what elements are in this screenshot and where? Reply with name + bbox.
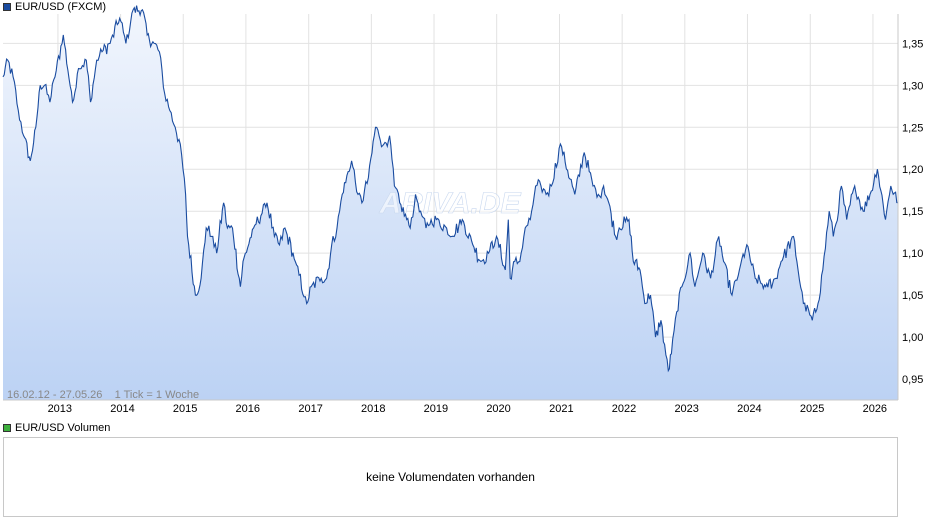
y-tick-label: 1,00: [902, 332, 923, 344]
x-tick-label: 2020: [486, 403, 510, 415]
x-tick-label: 2013: [48, 403, 72, 415]
price-chart[interactable]: ARIVA.DE 0,95 1,00 1,05 1,10 1,15 1,20 1,25 1,3…: [0, 0, 940, 420]
x-tick-label: 2014: [110, 403, 134, 415]
y-tick-label: 1,05: [902, 290, 923, 302]
volume-legend-label: EUR/USD Volumen: [15, 422, 111, 434]
x-tick-label: 2018: [361, 403, 385, 415]
x-tick-label: 2015: [173, 403, 197, 415]
volume-legend: EUR/USD Volumen: [3, 421, 110, 435]
volume-panel: keine Volumendaten vorhanden: [3, 437, 898, 517]
x-axis: 2013 2014 2015 2016 2017 2018 2019 2020 2021 2022…: [48, 403, 887, 415]
x-tick-label: 2016: [236, 403, 260, 415]
x-tick-label: 2024: [737, 403, 761, 415]
y-tick-label: 1,25: [902, 122, 923, 134]
volume-legend-swatch: [3, 424, 11, 432]
price-legend-swatch: [3, 3, 11, 11]
price-area: [3, 5, 898, 400]
x-tick-label: 2025: [800, 403, 824, 415]
y-tick-label: 1,35: [902, 38, 923, 50]
y-axis: 0,95 1,00 1,05 1,10 1,15 1,20 1,25 1,30 1,35: [902, 38, 923, 386]
price-legend-label: EUR/USD (FXCM): [15, 1, 107, 13]
y-tick-label: 1,10: [902, 248, 923, 260]
y-tick-label: 0,95: [902, 374, 923, 386]
x-tick-label: 2023: [674, 403, 698, 415]
x-tick-label: 2019: [424, 403, 448, 415]
price-legend: EUR/USD (FXCM): [3, 0, 106, 14]
y-tick-label: 1,15: [902, 206, 923, 218]
watermark-logo: ARIVA.DE: [378, 187, 521, 220]
x-tick-label: 2026: [863, 403, 887, 415]
y-tick-label: 1,20: [902, 164, 923, 176]
x-tick-label: 2022: [612, 403, 636, 415]
x-tick-label: 2021: [549, 403, 573, 415]
range-info: 16.02.12 - 27.05.26 1 Tick = 1 Woche: [7, 389, 199, 401]
volume-empty-message: keine Volumendaten vorhanden: [366, 470, 535, 484]
price-line: [2, 5, 899, 373]
x-tick-label: 2017: [298, 403, 322, 415]
y-tick-label: 1,30: [902, 80, 923, 92]
